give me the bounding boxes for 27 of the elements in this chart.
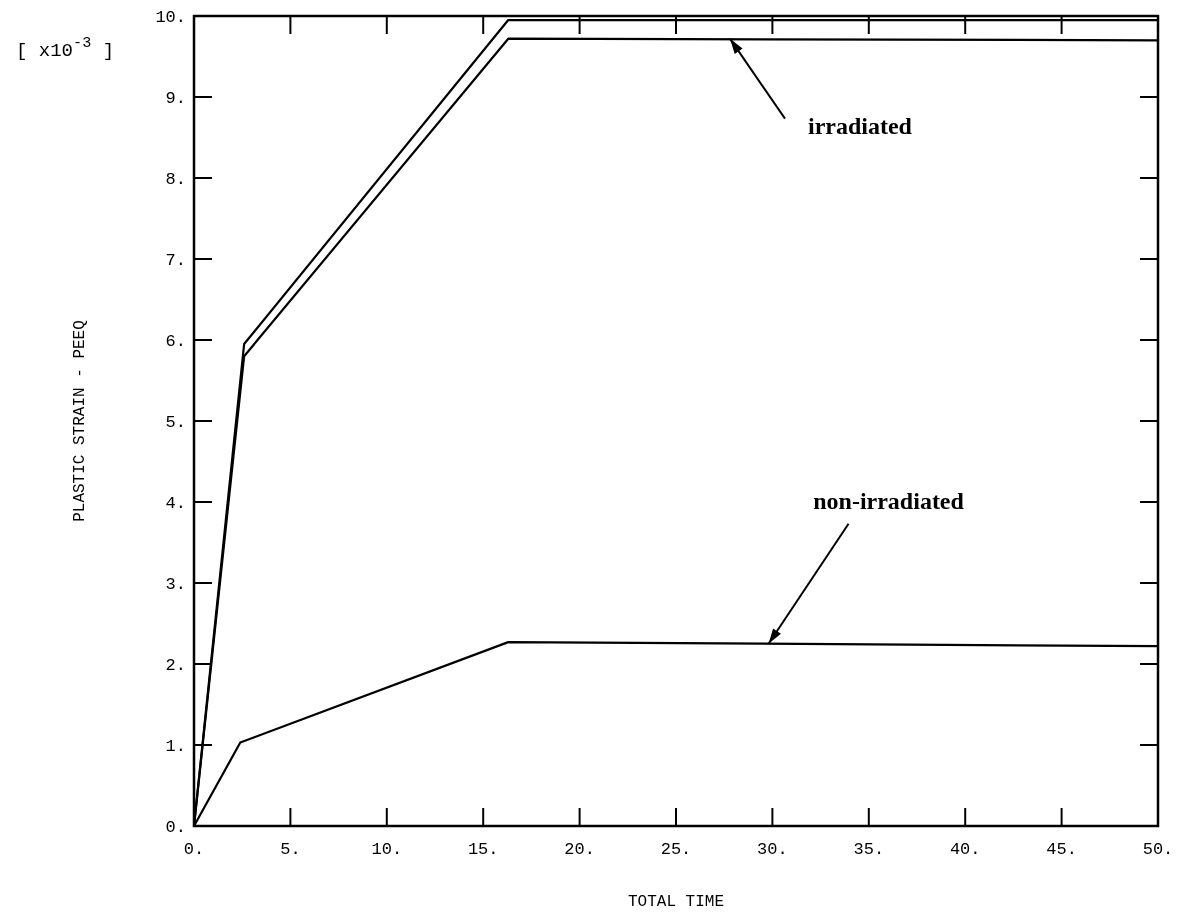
- y-tick-label: 9.: [165, 89, 186, 108]
- x-tick-label: 10.: [371, 840, 403, 859]
- y-tick-label: 4.: [165, 494, 186, 513]
- y-tick-label: 8.: [165, 170, 186, 189]
- x-axis-title: TOTAL TIME: [627, 893, 725, 911]
- x-tick-label: 40.: [949, 840, 981, 859]
- x-tick-label: 35.: [853, 840, 885, 859]
- y-tick-label: 0.: [165, 818, 186, 837]
- y-tick-label: 7.: [165, 251, 186, 270]
- y-tick-label: 10.: [155, 8, 186, 27]
- annotation: non-irradiated: [813, 487, 965, 514]
- y-tick-label: 6.: [165, 332, 186, 351]
- x-tick-label: 50.: [1142, 840, 1174, 859]
- x-tick-label: 20.: [564, 840, 595, 859]
- x-tick-label: 30.: [757, 840, 788, 859]
- x-tick-label: 25.: [660, 840, 692, 859]
- annotation: irradiated: [807, 112, 913, 139]
- y-tick-label: 2.: [165, 656, 186, 675]
- text: [ x10$^{-3}$ ]: [16, 34, 115, 62]
- x-tick-label: 15.: [467, 840, 499, 859]
- y-tick-label: 3.: [165, 575, 186, 594]
- x-tick-label: 5.: [280, 840, 301, 859]
- y-axis-title: PLASTIC STRAIN - PEEQ: [71, 320, 89, 522]
- x-tick-label: 0.: [183, 840, 205, 859]
- y-tick-label: 5.: [165, 413, 186, 432]
- x-tick-label: 45.: [1046, 840, 1077, 859]
- y-tick-label: 1.: [165, 737, 186, 756]
